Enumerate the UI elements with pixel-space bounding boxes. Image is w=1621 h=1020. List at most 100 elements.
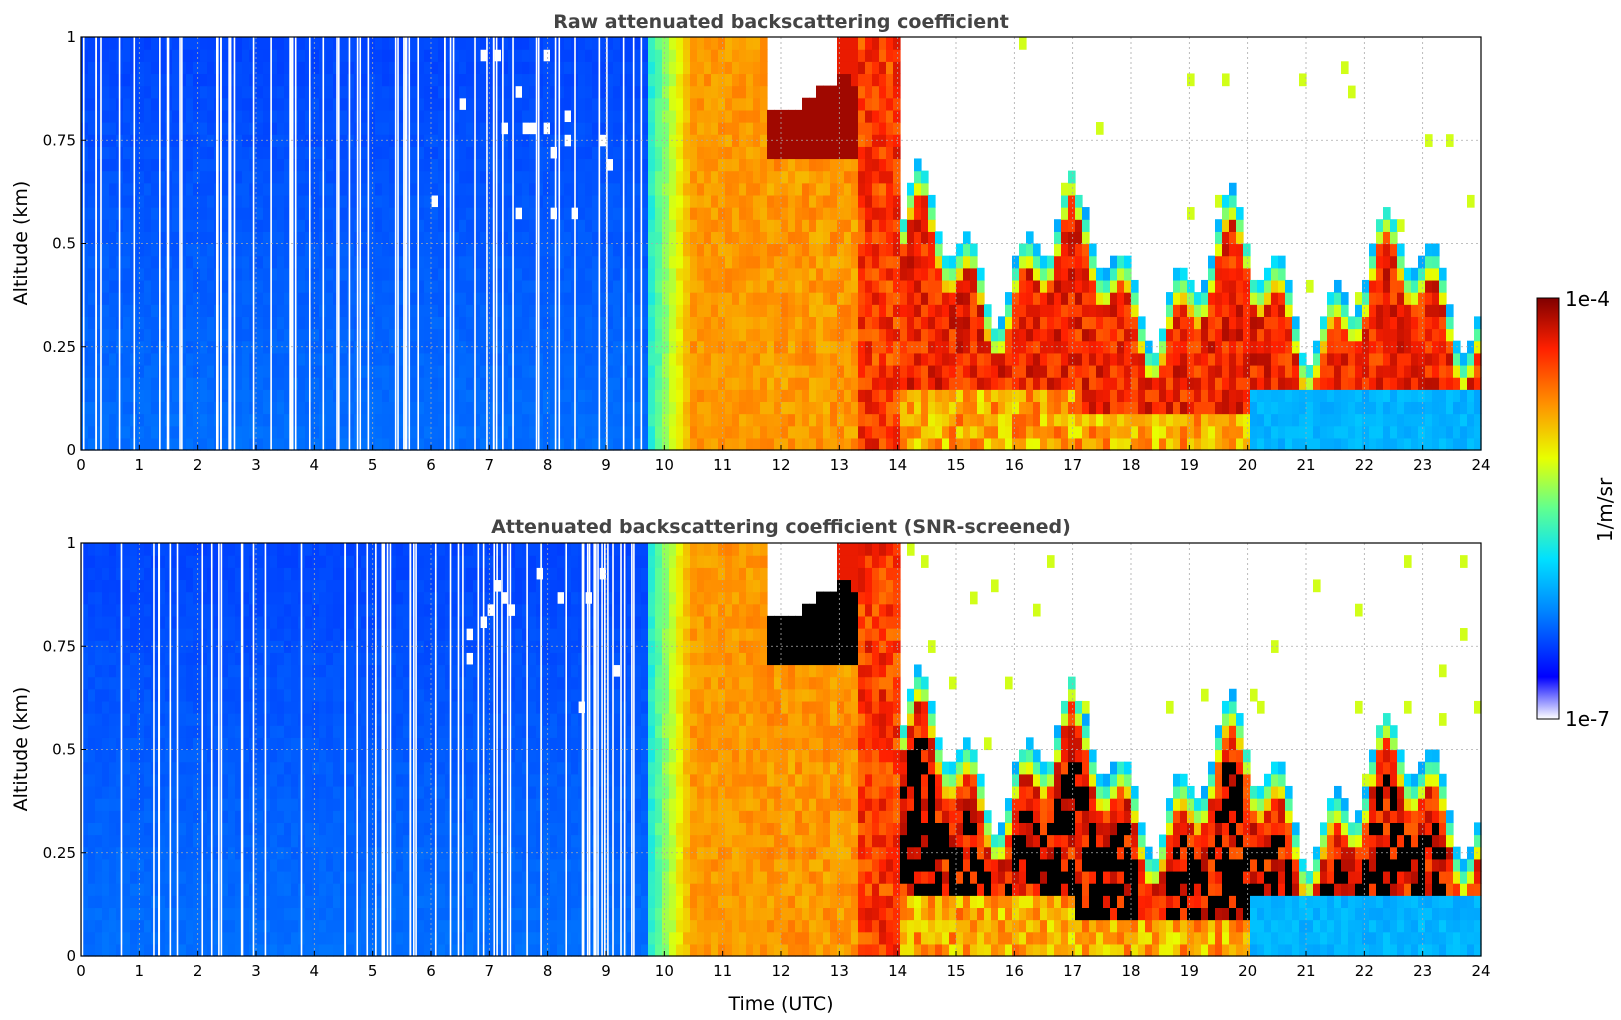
heatmap-cell bbox=[375, 389, 383, 403]
heatmap-cell bbox=[550, 158, 558, 172]
heatmap-cell bbox=[207, 437, 215, 451]
heatmap-cell bbox=[641, 304, 649, 317]
heatmap-cell bbox=[256, 437, 264, 451]
heatmap-cell bbox=[431, 389, 439, 403]
heatmap-cell bbox=[312, 73, 320, 87]
heatmap-cell bbox=[508, 437, 516, 451]
heatmap-cell bbox=[1278, 364, 1286, 378]
heatmap-cell bbox=[263, 182, 271, 196]
heatmap-cell bbox=[823, 364, 831, 378]
heatmap-cell bbox=[424, 279, 432, 293]
heatmap-cell bbox=[410, 194, 418, 208]
heatmap-cell bbox=[515, 352, 523, 366]
heatmap-cell bbox=[347, 425, 355, 439]
heatmap-cell bbox=[452, 85, 460, 99]
heatmap-cell bbox=[669, 389, 677, 403]
heatmap-cell bbox=[284, 73, 292, 87]
heatmap-cell bbox=[410, 267, 418, 281]
heatmap-cell bbox=[221, 170, 229, 184]
heatmap-cell bbox=[1124, 425, 1132, 439]
heatmap-cell bbox=[235, 255, 243, 269]
heatmap-cell bbox=[851, 292, 859, 305]
heatmap-cell bbox=[1348, 316, 1356, 330]
heatmap-cell bbox=[88, 49, 96, 62]
heatmap-cell bbox=[564, 413, 572, 427]
heatmap-cell bbox=[235, 243, 243, 257]
heatmap-cell bbox=[753, 377, 761, 390]
heatmap-cell bbox=[382, 389, 390, 403]
heatmap-cell bbox=[830, 401, 838, 415]
heatmap-cell bbox=[893, 413, 901, 427]
heatmap-cell bbox=[893, 109, 901, 123]
heatmap-cell bbox=[410, 73, 418, 87]
heatmap-cell bbox=[1089, 243, 1097, 257]
heatmap-cell bbox=[837, 279, 845, 293]
heatmap-cell bbox=[207, 267, 215, 281]
heatmap-cell bbox=[1047, 328, 1055, 342]
heatmap-cell bbox=[732, 97, 740, 111]
heatmap-cell bbox=[95, 279, 103, 293]
heatmap-cell bbox=[1166, 364, 1174, 378]
heatmap-cell bbox=[200, 134, 208, 147]
heatmap-cell bbox=[1243, 425, 1251, 439]
heatmap-cell bbox=[375, 37, 383, 50]
heatmap-cell bbox=[1180, 304, 1188, 317]
heatmap-cell bbox=[879, 316, 887, 330]
heatmap-cell bbox=[382, 85, 390, 99]
heatmap-cell bbox=[347, 194, 355, 208]
heatmap-cell bbox=[767, 340, 775, 354]
heatmap-cell bbox=[109, 352, 117, 366]
heatmap-cell bbox=[655, 267, 663, 281]
heatmap-cell bbox=[662, 255, 670, 269]
heatmap-cell bbox=[1285, 413, 1293, 427]
heatmap-cell bbox=[340, 158, 348, 172]
heatmap-cell bbox=[1243, 279, 1251, 293]
heatmap-cell bbox=[893, 158, 901, 172]
heatmap-cell bbox=[284, 97, 292, 111]
heatmap-cell bbox=[991, 437, 999, 451]
heatmap-cell bbox=[305, 146, 313, 160]
heatmap-cell bbox=[676, 49, 684, 62]
heatmap-cell bbox=[1285, 304, 1293, 317]
heatmap-cell bbox=[725, 316, 733, 330]
heatmap-cell bbox=[410, 158, 418, 172]
heatmap-cell bbox=[1026, 267, 1034, 281]
heatmap-cell bbox=[697, 134, 705, 147]
heatmap-cell bbox=[88, 146, 96, 160]
heatmap-cell bbox=[438, 122, 446, 135]
heatmap-cell bbox=[557, 425, 565, 439]
heatmap-cell bbox=[963, 352, 971, 366]
heatmap-cell bbox=[732, 243, 740, 257]
heatmap-cell bbox=[1229, 316, 1237, 330]
heatmap-cell bbox=[361, 364, 369, 378]
heatmap-cell bbox=[858, 316, 866, 330]
heatmap-cell bbox=[109, 219, 117, 232]
heatmap-cell bbox=[305, 134, 313, 147]
heatmap-cell bbox=[123, 401, 131, 415]
heatmap-cell bbox=[291, 364, 299, 378]
heatmap-cell bbox=[256, 340, 264, 354]
heatmap-cell bbox=[809, 231, 817, 245]
heatmap-cell bbox=[263, 243, 271, 257]
heatmap-cell bbox=[487, 377, 495, 390]
heatmap-cell bbox=[312, 207, 320, 220]
heatmap-cell bbox=[760, 255, 768, 269]
heatmap-cell bbox=[158, 37, 166, 50]
heatmap-cell bbox=[928, 304, 936, 317]
heatmap-cell bbox=[851, 304, 859, 317]
heatmap-cell bbox=[557, 37, 565, 50]
heatmap-cell bbox=[396, 340, 404, 354]
heatmap-cell bbox=[564, 97, 572, 111]
heatmap-cell bbox=[536, 389, 544, 403]
heatmap-cell bbox=[1292, 340, 1300, 354]
heatmap-cell bbox=[473, 328, 481, 342]
heatmap-cell bbox=[368, 37, 376, 50]
heatmap-cell bbox=[228, 109, 236, 123]
heatmap-cell bbox=[900, 377, 908, 390]
heatmap-cell bbox=[452, 37, 460, 50]
heatmap-cell bbox=[445, 231, 453, 245]
heatmap-cell bbox=[795, 219, 803, 232]
heatmap-cell bbox=[494, 352, 502, 366]
heatmap-cell bbox=[900, 364, 908, 378]
heatmap-cell bbox=[109, 255, 117, 269]
